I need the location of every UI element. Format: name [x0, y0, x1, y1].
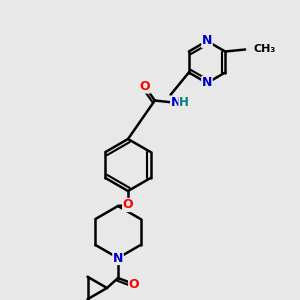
- Text: CH₃: CH₃: [253, 44, 275, 53]
- Text: O: O: [123, 199, 133, 212]
- Text: N: N: [202, 34, 212, 47]
- Text: H: H: [179, 96, 189, 109]
- Text: N: N: [202, 76, 212, 89]
- Text: N: N: [113, 251, 123, 265]
- Text: N: N: [171, 96, 181, 109]
- Text: O: O: [129, 278, 139, 290]
- Text: O: O: [140, 80, 150, 93]
